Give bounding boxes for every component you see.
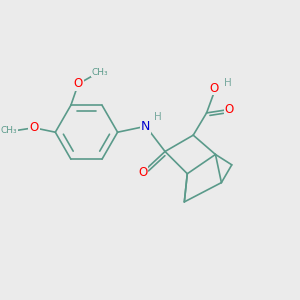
Text: H: H <box>154 112 162 122</box>
Text: O: O <box>225 103 234 116</box>
Text: N: N <box>141 120 151 133</box>
Text: CH₃: CH₃ <box>91 68 108 76</box>
Text: O: O <box>209 82 219 94</box>
Text: O: O <box>138 166 147 179</box>
Text: CH₃: CH₃ <box>0 126 17 135</box>
Text: H: H <box>224 78 232 88</box>
Text: O: O <box>74 77 83 90</box>
Text: O: O <box>29 121 39 134</box>
